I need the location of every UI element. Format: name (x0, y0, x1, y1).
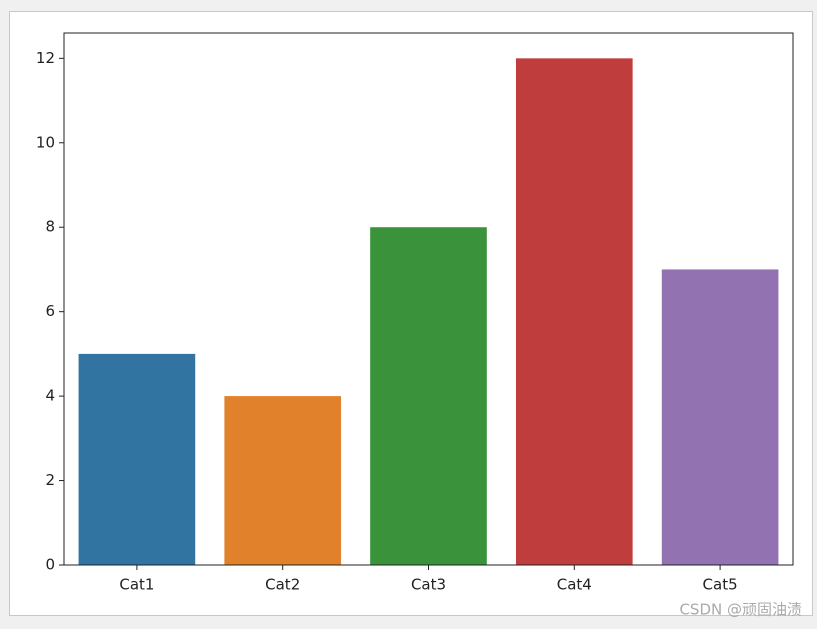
y-tick-label: 2 (45, 471, 55, 489)
bar (78, 353, 196, 565)
y-tick-label: 0 (45, 556, 55, 574)
y-tick-label: 6 (45, 302, 55, 320)
bar (370, 227, 487, 565)
axes-frame (63, 32, 794, 566)
watermark: CSDN @顽固油渍 (679, 601, 802, 619)
x-tick-label: Cat5 (703, 576, 738, 594)
y-tick-label: 10 (36, 133, 55, 151)
x-tick-label: Cat1 (119, 576, 154, 594)
x-tick-label: Cat4 (557, 576, 592, 594)
bar (661, 269, 779, 565)
y-tick-label: 4 (45, 387, 55, 405)
x-tick-label: Cat3 (411, 576, 446, 594)
y-tick-label: 12 (36, 49, 55, 67)
x-tick-label: Cat2 (265, 576, 300, 594)
y-tick-label: 8 (45, 218, 55, 236)
bar (224, 396, 342, 565)
bar (515, 58, 633, 565)
